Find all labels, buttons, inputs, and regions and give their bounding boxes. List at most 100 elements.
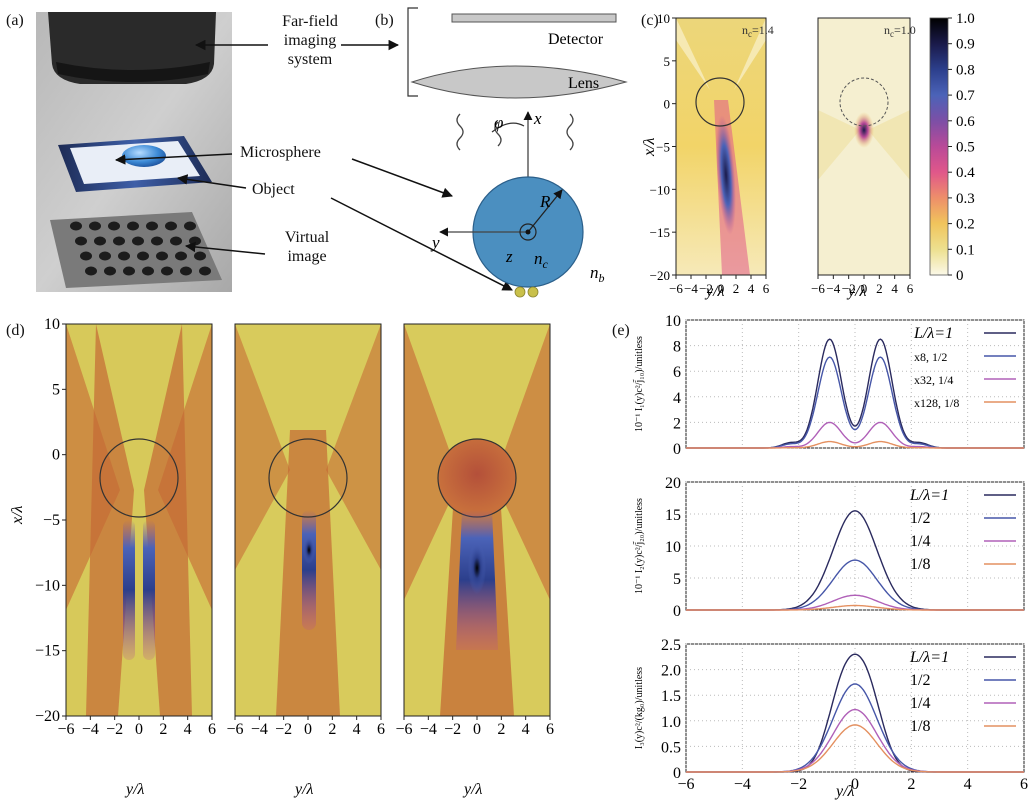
map-c1-annotation: nc=1.4 bbox=[742, 23, 774, 39]
virtual-image-dot bbox=[108, 221, 120, 231]
map-d2-beam-right bbox=[326, 324, 381, 570]
label-virtual-line1: Virtual bbox=[284, 229, 330, 246]
x-tick-label: −4 bbox=[82, 721, 99, 738]
y-tick-label: 0 bbox=[673, 765, 681, 782]
map-d3-sphere bbox=[437, 438, 517, 518]
y-tick-label: 0 bbox=[52, 447, 60, 464]
x-tick-label: 6 bbox=[208, 721, 216, 738]
legend-label: x32, 1/4 bbox=[914, 373, 953, 387]
label-imaging-line3: system bbox=[287, 51, 333, 68]
map-c2-annotation-sub: c bbox=[890, 29, 894, 39]
x-tick-label: −6 bbox=[669, 281, 683, 296]
virtual-image-dot bbox=[194, 251, 206, 261]
map-d3 bbox=[404, 324, 550, 716]
x-tick-label: −6 bbox=[226, 721, 243, 738]
x-tick-label: 2 bbox=[497, 721, 505, 738]
virtual-image-dot bbox=[184, 221, 196, 231]
lens-shape bbox=[410, 65, 628, 99]
x-tick-label: 6 bbox=[907, 281, 914, 296]
x-tick-label: 2 bbox=[733, 281, 740, 296]
objective-lens-housing bbox=[48, 12, 216, 84]
x-tick-label: 2 bbox=[876, 281, 883, 296]
map-d2-jet bbox=[302, 510, 316, 630]
y-tick-label: −20 bbox=[35, 708, 60, 725]
virtual-image-dot bbox=[99, 251, 111, 261]
virtual-image-dot bbox=[113, 236, 125, 246]
label-microsphere: Microsphere bbox=[240, 144, 321, 161]
y-tick-label: −10 bbox=[35, 577, 60, 594]
virtual-image-dot bbox=[94, 236, 106, 246]
panel-c-label: (c) bbox=[641, 12, 659, 29]
y-tick-label: 0 bbox=[664, 97, 671, 112]
nc-subscript: c bbox=[543, 257, 549, 271]
x-tick-label: −2 bbox=[275, 721, 292, 738]
lens-label: Lens bbox=[568, 75, 599, 92]
virtual-image-dot bbox=[132, 236, 144, 246]
map-d2-core bbox=[303, 536, 315, 564]
panel-e-xlabel: y/λ bbox=[834, 783, 855, 800]
y-tick-label: −5 bbox=[656, 140, 670, 155]
z-axis-dot bbox=[525, 229, 531, 235]
panel-c-ylabel: x/λ bbox=[641, 137, 658, 157]
y-tick-label: 10 bbox=[657, 11, 670, 26]
virtual-image-dot bbox=[180, 266, 192, 276]
virtual-image-dot bbox=[189, 236, 201, 246]
panel-b-schematic: Detector Lens φ x y R z nc nb bbox=[407, 7, 628, 298]
x-tick-label: −4 bbox=[251, 721, 268, 738]
map-c2-annotation-n: n bbox=[884, 23, 890, 37]
legend-label: L/λ=1 bbox=[909, 649, 949, 666]
x-tick-label: 4 bbox=[353, 721, 361, 738]
y-tick-label: 1.0 bbox=[661, 714, 681, 731]
object-particle-left bbox=[514, 286, 526, 298]
x-tick-label: 0 bbox=[473, 721, 481, 738]
x-tick-label: 0 bbox=[718, 281, 725, 296]
colorbar-ticks: 1.0 0.9 0.8 0.7 0.6 0.5 0.4 0.3 0.2 0.1 0 bbox=[948, 11, 975, 284]
virtual-image-dot bbox=[70, 221, 82, 231]
map-c2-shade-right bbox=[868, 110, 910, 180]
panel-d-label: (d) bbox=[6, 322, 25, 339]
x-tick-label: 4 bbox=[891, 281, 898, 296]
map-d1-band-right bbox=[144, 324, 192, 716]
colorbar-tick-label: 0.4 bbox=[956, 165, 975, 181]
map-c1-annotation-n: n bbox=[742, 23, 748, 37]
y-tick-label: 5 bbox=[673, 571, 681, 588]
scatter-wave-left bbox=[456, 113, 464, 151]
map-c1-sphere-outline bbox=[695, 77, 745, 127]
y-tick-label: 15 bbox=[665, 507, 681, 524]
map-c2-annotation: nc=1.0 bbox=[884, 23, 916, 39]
colorbar-tick-label: 0.2 bbox=[956, 217, 975, 233]
map-d1-jet-left bbox=[123, 520, 135, 660]
virtual-image-pattern bbox=[70, 221, 211, 276]
y-tick-label: 10 bbox=[44, 316, 60, 333]
label-imaging-line2: imaging bbox=[283, 32, 337, 49]
y-tick-label: 4 bbox=[673, 390, 681, 407]
colorbar-tick-label: 0.3 bbox=[956, 191, 975, 207]
map-d3-beam-left bbox=[404, 324, 460, 600]
object-particle-right bbox=[527, 286, 539, 298]
line-chart-e-bottom: −6 −4 −2 0 2 4 6 2.5 2.0 1.5 1.0 0.5 0 I₃(y)c²/(kg₀)/… bbox=[634, 637, 1028, 793]
x-tick-label: 2 bbox=[159, 721, 167, 738]
x-axis-label: x bbox=[533, 109, 542, 128]
x-tick-label: −4 bbox=[420, 721, 437, 738]
colorbar-tick-label: 0.1 bbox=[956, 242, 975, 258]
virtual-image-dot bbox=[104, 266, 116, 276]
map-d1 bbox=[66, 324, 212, 716]
microsphere-photo bbox=[122, 145, 166, 167]
panel-a-label: (a) bbox=[6, 12, 24, 29]
legend-label: L/λ=1 bbox=[909, 487, 949, 504]
radius-label: R bbox=[539, 192, 551, 211]
map-c2-shade-left bbox=[818, 110, 860, 180]
line-chart-e-top: 10 8 6 4 2 0 10⁻¹ I₁(y)c²/j̃₁₀)/unitless L/λ=1 x… bbox=[632, 313, 1025, 458]
x-tick-label: 6 bbox=[763, 281, 770, 296]
x-tick-label: 0 bbox=[135, 721, 143, 738]
x-tick-label: 0 bbox=[861, 281, 868, 296]
x-tick-label: −4 bbox=[826, 281, 840, 296]
virtual-image-dot bbox=[165, 221, 177, 231]
nc-symbol: n bbox=[534, 249, 543, 268]
panel-a-photo bbox=[36, 12, 232, 292]
x-tick-label: −6 bbox=[811, 281, 825, 296]
